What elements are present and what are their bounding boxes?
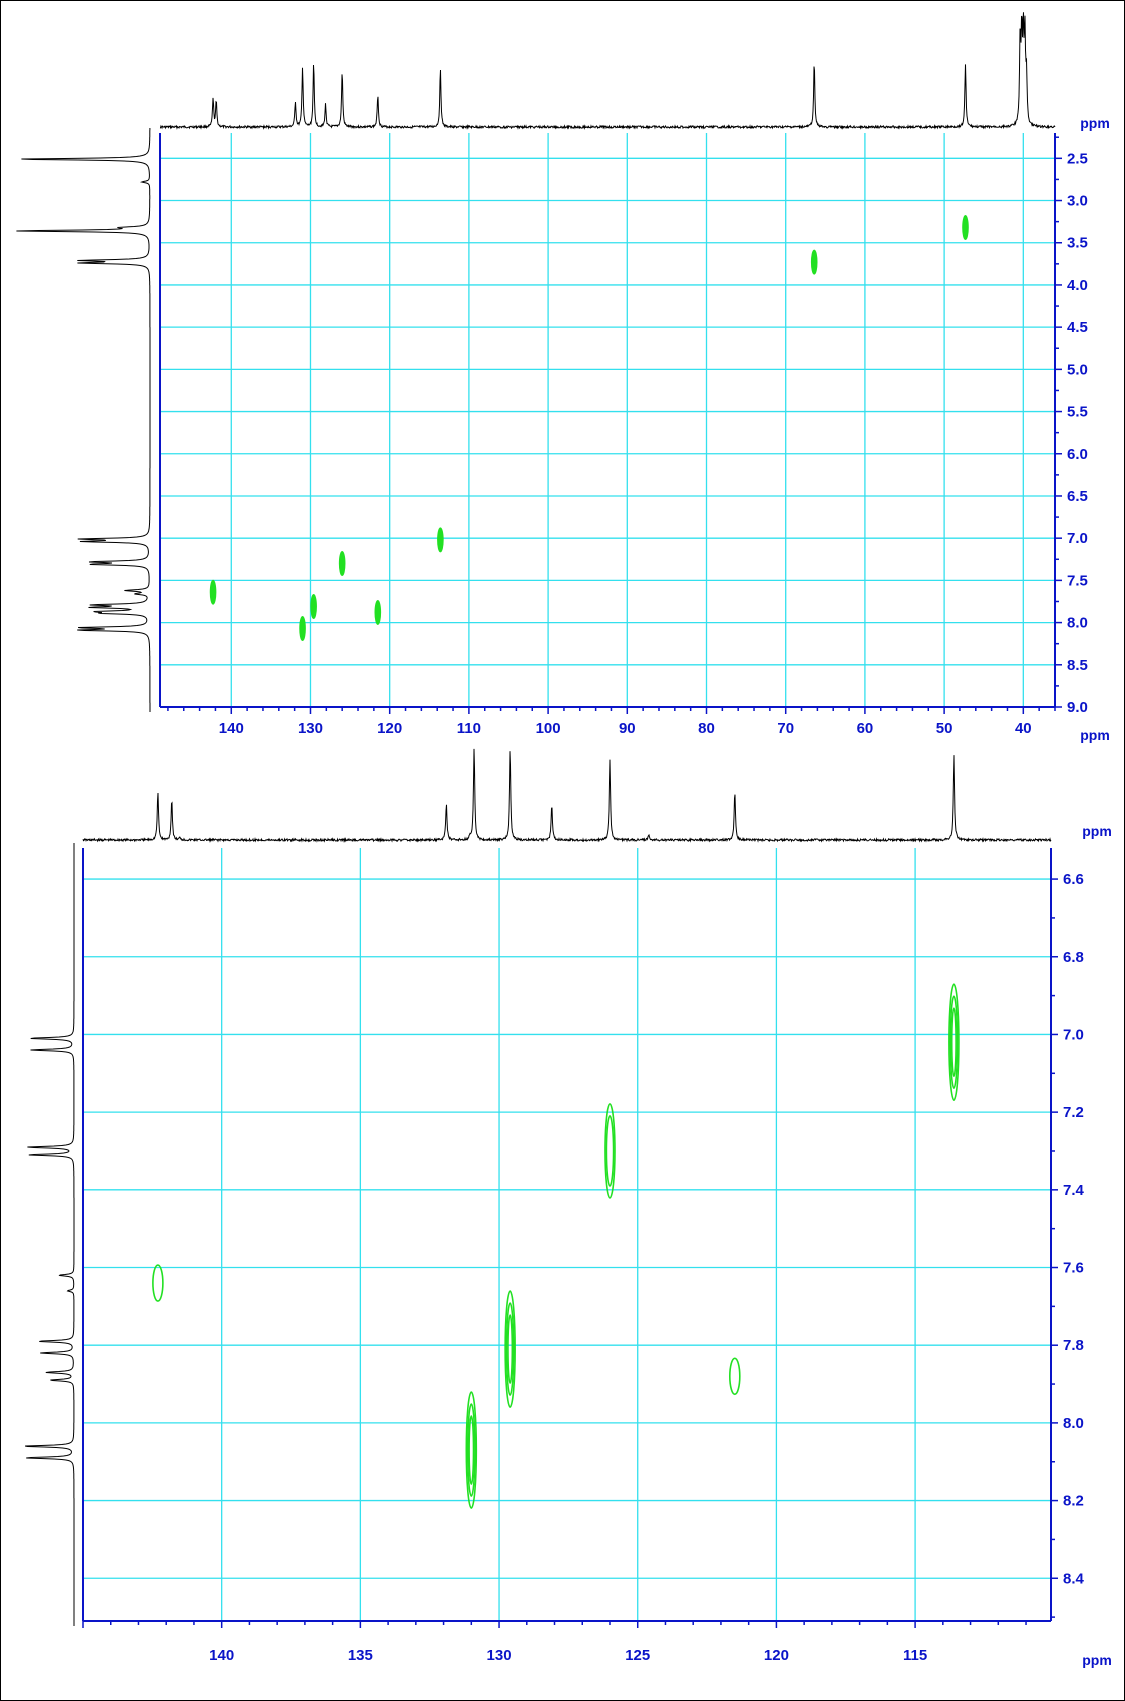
x-tick-label: 130 <box>487 1647 512 1664</box>
y-tick-label: 6.5 <box>1067 488 1088 505</box>
top-1d-projection <box>159 12 1056 130</box>
x-tick-label: 135 <box>348 1647 373 1664</box>
x-tick-label: 90 <box>619 720 636 737</box>
cross-peak <box>374 599 382 625</box>
y-tick-label: 7.8 <box>1063 1337 1084 1354</box>
hsqc-aromatic-expansion: 140 135 130 125 120 115 6.6 6.8 7.0 7.2 7.4 7.6 7.8 8… <box>24 748 1112 1668</box>
x-tick-label: 80 <box>698 720 715 737</box>
y-tick-label: 5.5 <box>1067 404 1088 421</box>
cross-peak-contour <box>505 1302 515 1396</box>
x-tick-label: 130 <box>298 720 323 737</box>
cross-peak <box>338 551 346 576</box>
y-tick-label: 7.0 <box>1063 1026 1084 1043</box>
x-tick-label: 40 <box>1015 720 1032 737</box>
y-tick-label: 3.5 <box>1067 235 1088 252</box>
x-unit-label: ppm <box>1080 727 1110 743</box>
cross-peak-contour <box>948 983 960 1102</box>
y-tick-label: 6.6 <box>1063 871 1084 888</box>
top-1d-projection <box>82 748 1052 843</box>
x-tick-label: 140 <box>209 1647 234 1664</box>
y-unit-label: ppm <box>1082 823 1112 839</box>
y-tick-label: 5.0 <box>1067 361 1088 378</box>
cross-peak-contour <box>605 1115 615 1187</box>
x-tick-label: 125 <box>625 1647 650 1664</box>
cross-peak <box>299 615 306 641</box>
y-tick-label: 2.5 <box>1067 150 1088 167</box>
cross-peak-contour <box>950 1007 957 1078</box>
x-tick-label: 115 <box>903 1647 927 1664</box>
cross-peak-contour <box>466 1403 476 1497</box>
x-tick-label: 140 <box>219 720 244 737</box>
x-tick-label: 50 <box>936 720 953 737</box>
x-tick-label: 100 <box>536 720 561 737</box>
cross-peak <box>310 594 317 620</box>
x-tick-label: 70 <box>777 720 794 737</box>
y-tick-label: 8.5 <box>1067 657 1088 674</box>
cross-peak <box>810 249 818 275</box>
y-tick-label: 8.0 <box>1067 615 1088 632</box>
y-tick-label: 7.2 <box>1063 1104 1084 1121</box>
cross-peak-contour <box>504 1290 516 1408</box>
cross-peak-contour <box>465 1391 478 1509</box>
x-tick-label: 110 <box>457 720 481 737</box>
cross-peak-contour <box>729 1357 741 1396</box>
y-tick-label: 9.0 <box>1067 699 1088 716</box>
cross-peak-contour <box>507 1314 514 1384</box>
left-1d-projection <box>24 843 75 1626</box>
cross-peak <box>962 215 969 241</box>
y-tick-label: 8.2 <box>1063 1493 1084 1510</box>
y-tick-label: 4.0 <box>1067 277 1088 294</box>
y-tick-label: 7.0 <box>1067 530 1088 547</box>
y-tick-label: 6.8 <box>1063 949 1084 966</box>
cross-peak-contour <box>604 1103 616 1199</box>
x-tick-label: 120 <box>764 1647 789 1664</box>
x-unit-label: ppm <box>1082 1652 1112 1668</box>
hsqc-full: 140 130 120 110 100 90 80 70 60 50 40 2.5 3.0 3.5 4.0 4… <box>16 12 1110 743</box>
x-tick-label: 60 <box>857 720 874 737</box>
y-tick-label: 7.5 <box>1067 572 1088 589</box>
cross-peak-contour <box>468 1415 475 1485</box>
y-unit-label: ppm <box>1080 115 1110 131</box>
cross-peak-contour <box>949 995 959 1090</box>
y-tick-label: 8.0 <box>1063 1415 1084 1432</box>
cross-peak <box>437 527 444 553</box>
y-tick-label: 4.5 <box>1067 319 1088 336</box>
x-tick-label: 120 <box>377 720 402 737</box>
y-tick-label: 3.0 <box>1067 193 1088 210</box>
y-tick-label: 6.0 <box>1067 446 1088 463</box>
y-tick-label: 7.6 <box>1063 1260 1084 1277</box>
left-1d-projection <box>16 128 151 712</box>
cross-peak-contour <box>152 1264 164 1302</box>
cross-peak <box>209 579 217 605</box>
y-tick-label: 8.4 <box>1063 1570 1085 1587</box>
y-tick-label: 7.4 <box>1063 1182 1085 1199</box>
